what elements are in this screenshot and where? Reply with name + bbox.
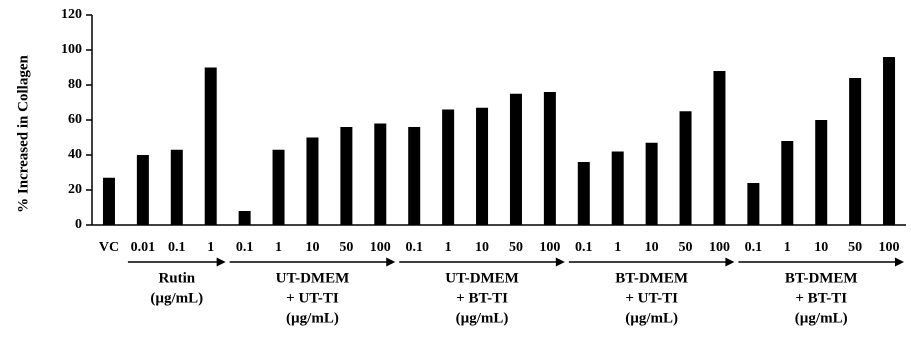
y-axis-label-group: % Increased in Collagen: [15, 55, 31, 213]
x-tick-label-3: 1: [207, 240, 214, 255]
y-tick-label-60: 60: [68, 112, 82, 127]
x-tick-label-6: 10: [305, 240, 319, 255]
bar-8: [374, 123, 387, 225]
group-label-1-line-0: UT-DMEM: [276, 270, 350, 286]
x-tick-label-23: 100: [879, 240, 900, 255]
bar-9: [408, 127, 421, 225]
group-label-1-line-1: + UT-TI: [286, 290, 339, 306]
group-label-0-line-1: (µg/mL): [150, 290, 203, 306]
bar-19: [747, 183, 760, 225]
bar-10: [442, 109, 455, 225]
bar-14: [577, 162, 590, 225]
x-tick-label-0: VC: [99, 240, 119, 255]
group-label-4-line-0: BT-DMEM: [785, 270, 858, 286]
group-label-3-line-2: (µg/mL): [625, 310, 678, 326]
axes-layer: [86, 14, 906, 226]
group-label-2-line-0: UT-DMEM: [445, 270, 519, 286]
group-label-2-line-1: + BT-TI: [456, 290, 508, 306]
x-tick-label-19: 0.1: [745, 240, 763, 255]
x-tick-label-1: 0.01: [131, 240, 156, 255]
group-label-0-line-0: Rutin: [158, 270, 195, 286]
x-tick-label-5: 1: [275, 240, 282, 255]
x-tick-label-17: 50: [679, 240, 693, 255]
group-arrow-head-0: [216, 257, 226, 267]
y-tick-label-0: 0: [75, 217, 82, 232]
bar-4: [238, 211, 251, 225]
bar-1: [136, 155, 149, 225]
group-arrow-head-1: [386, 257, 396, 267]
tick-labels-layer: 0 20 40 60 80 100 120 VC 0.01 0.1 1 0.1 1 10 50 100 0.1 1…: [61, 7, 900, 255]
x-tick-label-14: 0.1: [575, 240, 593, 255]
bar-2: [170, 149, 183, 225]
bar-17: [679, 111, 692, 225]
x-tick-label-2: 0.1: [168, 240, 186, 255]
bar-13: [543, 92, 556, 225]
bars-layer: [102, 57, 896, 225]
x-tick-label-7: 50: [339, 240, 353, 255]
y-tick-label-80: 80: [68, 77, 82, 92]
group-label-3-line-0: BT-DMEM: [615, 270, 688, 286]
group-labels-layer: Rutin (µg/mL) UT-DMEM + UT-TI (µg/mL) UT-DMEM…: [127, 257, 904, 326]
bar-11: [476, 107, 489, 225]
group-arrow-head-3: [725, 257, 735, 267]
x-tick-label-13: 100: [539, 240, 560, 255]
bar-0: [102, 177, 115, 225]
bar-20: [781, 141, 794, 225]
x-tick-label-22: 50: [848, 240, 862, 255]
x-tick-label-12: 50: [509, 240, 523, 255]
x-tick-label-16: 10: [645, 240, 659, 255]
bar-16: [645, 142, 658, 225]
bar-15: [611, 151, 624, 225]
x-tick-label-15: 1: [614, 240, 621, 255]
x-tick-label-4: 0.1: [236, 240, 254, 255]
x-tick-label-9: 0.1: [405, 240, 423, 255]
y-tick-label-20: 20: [68, 182, 82, 197]
group-label-2-line-2: (µg/mL): [456, 310, 509, 326]
y-tick-label-40: 40: [68, 147, 82, 162]
bar-18: [713, 71, 726, 225]
bar-5: [272, 149, 285, 225]
group-label-1-line-2: (µg/mL): [286, 310, 339, 326]
y-tick-label-120: 120: [61, 7, 82, 22]
bar-7: [340, 127, 353, 225]
bar-6: [306, 137, 319, 225]
bar-21: [815, 120, 828, 225]
x-tick-label-21: 10: [814, 240, 828, 255]
group-label-3-line-1: + UT-TI: [625, 290, 678, 306]
bar-22: [849, 78, 862, 225]
group-arrow-head-4: [895, 257, 904, 267]
bar-3: [204, 67, 217, 225]
bar-23: [883, 57, 896, 225]
x-tick-label-18: 100: [709, 240, 730, 255]
bar-12: [509, 93, 522, 225]
y-axis-label: % Increased in Collagen: [15, 55, 31, 213]
group-label-4-line-2: (µg/mL): [795, 310, 848, 326]
x-tick-label-11: 10: [475, 240, 489, 255]
x-tick-label-8: 100: [370, 240, 391, 255]
group-arrow-head-2: [555, 257, 565, 267]
y-tick-label-100: 100: [61, 42, 82, 57]
x-tick-label-10: 1: [445, 240, 452, 255]
group-label-4-line-1: + BT-TI: [795, 290, 847, 306]
x-tick-label-20: 1: [784, 240, 791, 255]
